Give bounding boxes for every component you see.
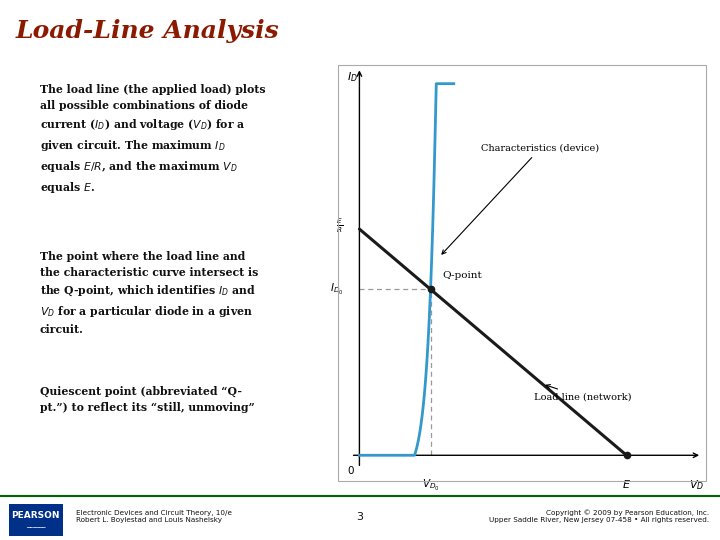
Text: $\mathit{V_D}$: $\mathit{V_D}$: [688, 478, 703, 492]
Text: PEARSON: PEARSON: [12, 511, 60, 520]
Text: Characteristics (device): Characteristics (device): [442, 144, 600, 254]
Text: Load line (network): Load line (network): [534, 384, 631, 402]
Text: The point where the load line and
the characteristic curve intersect is
the Q-po: The point where the load line and the ch…: [40, 251, 258, 335]
Text: $\mathit{V_{D_0}}$: $\mathit{V_{D_0}}$: [422, 478, 439, 493]
Text: Load-Line Analysis: Load-Line Analysis: [16, 19, 279, 43]
Text: Q-point: Q-point: [442, 271, 482, 280]
Text: Electronic Devices and Circuit Theory, 10/e
Robert L. Boylestad and Louis Nashel: Electronic Devices and Circuit Theory, 1…: [76, 510, 232, 523]
Text: The load line (the applied load) plots
all possible combinations of diode
curren: The load line (the applied load) plots a…: [40, 84, 265, 195]
Text: ──────: ──────: [26, 526, 45, 531]
Text: $\mathit{I_{D_0}}$: $\mathit{I_{D_0}}$: [330, 282, 343, 297]
Text: Copyright © 2009 by Pearson Education, Inc.
Upper Saddle River, New Jersey 07-45: Copyright © 2009 by Pearson Education, I…: [489, 510, 709, 523]
Text: 3: 3: [356, 512, 364, 522]
Text: $\frac{E}{R}$: $\frac{E}{R}$: [336, 217, 343, 235]
Text: $\mathit{I_D}$: $\mathit{I_D}$: [347, 70, 358, 84]
Text: 0: 0: [348, 467, 354, 476]
Text: $\mathit{E}$: $\mathit{E}$: [622, 478, 631, 490]
Text: Quiescent point (abbreviated “Q-
pt.”) to reflect its “still, unmoving”: Quiescent point (abbreviated “Q- pt.”) t…: [40, 386, 254, 413]
